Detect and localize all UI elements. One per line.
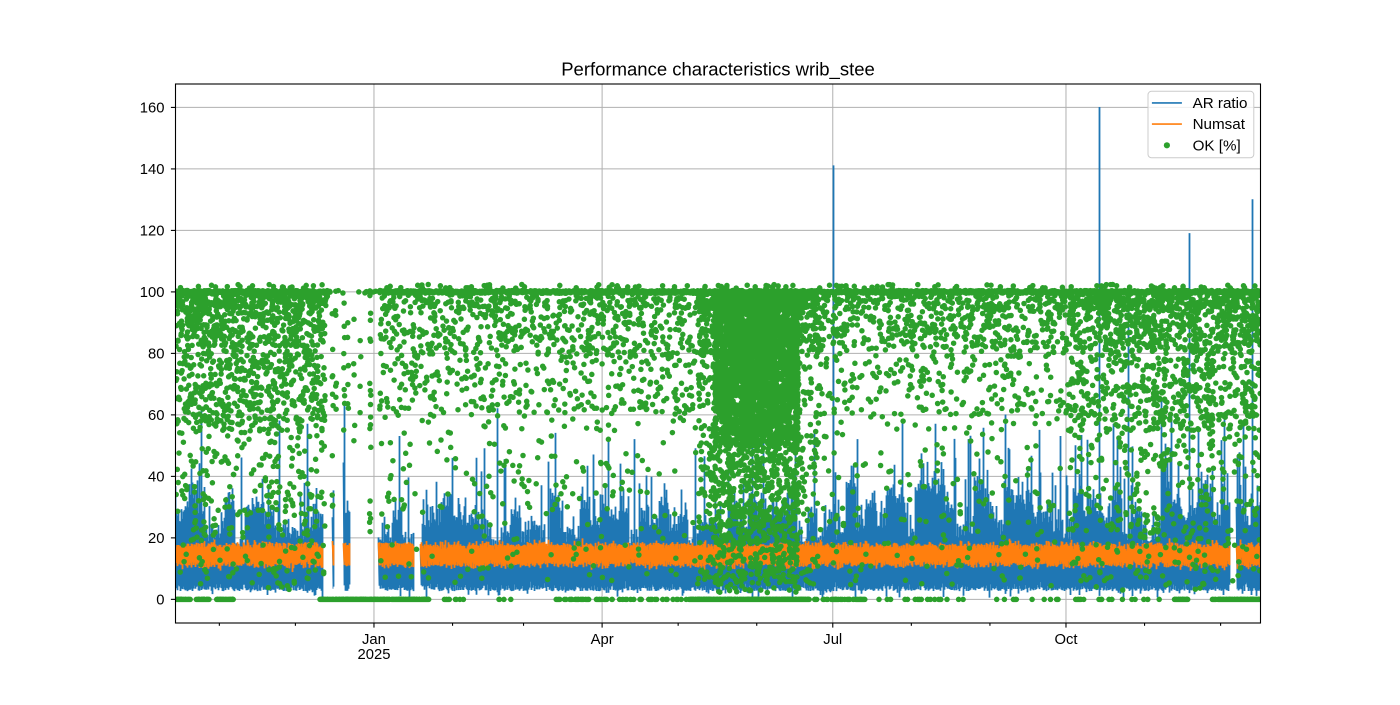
svg-text:20: 20 — [148, 531, 164, 547]
svg-text:Jan: Jan — [362, 632, 386, 648]
svg-text:Jul: Jul — [823, 632, 842, 648]
svg-text:140: 140 — [140, 162, 165, 178]
svg-text:OK [%]: OK [%] — [1193, 137, 1241, 154]
svg-text:60: 60 — [148, 408, 164, 424]
svg-text:40: 40 — [148, 469, 164, 485]
svg-text:160: 160 — [140, 100, 165, 116]
svg-text:0: 0 — [156, 592, 164, 608]
svg-text:Oct: Oct — [1054, 632, 1077, 648]
svg-text:Apr: Apr — [591, 632, 614, 648]
svg-text:80: 80 — [148, 346, 164, 362]
svg-text:AR ratio: AR ratio — [1193, 95, 1248, 112]
svg-text:2025: 2025 — [358, 647, 391, 663]
svg-text:100: 100 — [140, 285, 165, 301]
svg-text:Performance characteristics wr: Performance characteristics wrib_stee — [561, 59, 875, 81]
svg-text:120: 120 — [140, 223, 165, 239]
svg-text:Numsat: Numsat — [1193, 116, 1246, 133]
